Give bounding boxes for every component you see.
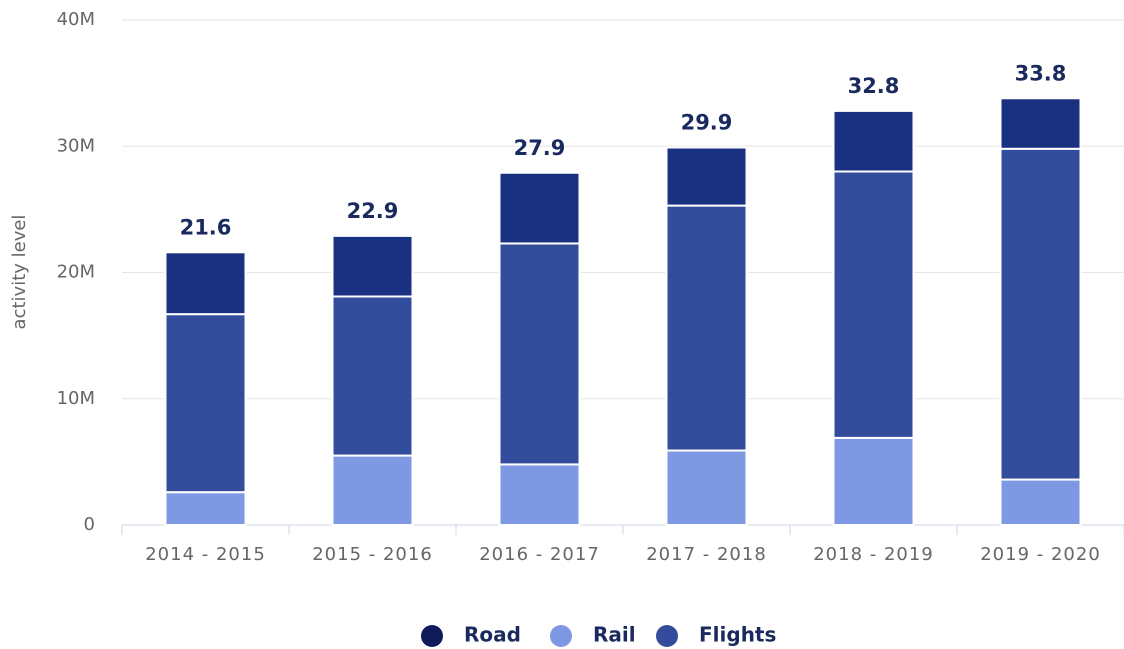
y-tick-label: 30M: [57, 135, 95, 156]
bar-segment: [832, 436, 915, 527]
value-label: 27.9: [514, 136, 566, 160]
bar-segment: [331, 454, 414, 526]
legend-label: Rail: [593, 623, 636, 647]
bar-segment: [164, 313, 247, 494]
bar-segment: [331, 295, 414, 457]
bar-segment: [498, 171, 581, 245]
bar-segment: [999, 97, 1082, 150]
value-label: 21.6: [180, 215, 232, 239]
legend-label: Road: [464, 623, 521, 647]
x-tick-label: 2018 - 2019: [813, 544, 934, 565]
legend-marker: [421, 625, 443, 647]
y-axis-label: activity level: [9, 215, 30, 330]
value-label: 22.9: [347, 199, 399, 223]
value-label: 29.9: [681, 111, 733, 135]
y-tick-label: 10M: [57, 388, 95, 409]
legend-marker: [656, 625, 678, 647]
legend-label: Flights: [699, 623, 776, 647]
bar-segment: [999, 478, 1082, 526]
bar-segment: [331, 234, 414, 298]
x-tick-label: 2019 - 2020: [980, 544, 1101, 565]
x-tick-label: 2014 - 2015: [145, 544, 266, 565]
y-tick-label: 0: [84, 514, 95, 535]
legend-marker: [550, 625, 572, 647]
x-tick-label: 2016 - 2017: [479, 544, 600, 565]
y-tick-label: 20M: [57, 262, 95, 283]
bar-segment: [832, 170, 915, 439]
bar-segment: [665, 449, 748, 527]
value-label: 33.8: [1015, 61, 1067, 85]
bar-segment: [665, 204, 748, 452]
x-tick-label: 2015 - 2016: [312, 544, 433, 565]
bar-segment: [498, 463, 581, 526]
x-tick-label: 2017 - 2018: [646, 544, 767, 565]
bar-segment: [665, 146, 748, 207]
bar-segment: [164, 491, 247, 526]
bar-segment: [498, 242, 581, 466]
bar-segment: [999, 147, 1082, 481]
y-tick-label: 40M: [57, 9, 95, 30]
bar-segment: [832, 109, 915, 173]
value-label: 32.8: [848, 74, 900, 98]
bar-segment: [164, 251, 247, 316]
